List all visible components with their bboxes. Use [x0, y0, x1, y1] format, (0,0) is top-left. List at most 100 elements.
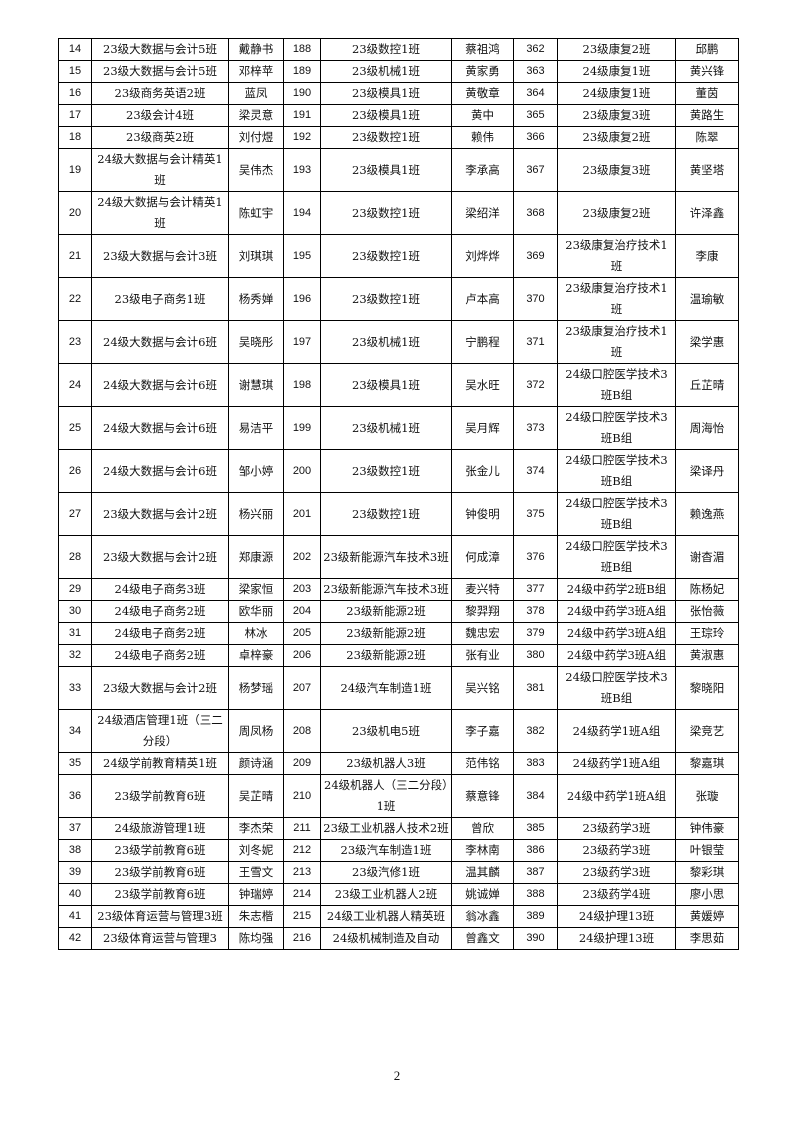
cell-class: 23级康复2班	[557, 191, 676, 235]
cell-name: 梁竞艺	[675, 709, 739, 753]
cell-class: 23级药学4班	[557, 883, 676, 906]
cell-name: 丘芷晴	[675, 363, 739, 407]
cell-class: 24级酒店管理1班（三二分段）	[91, 709, 229, 753]
cell-index: 191	[283, 104, 321, 127]
cell-name: 范伟铭	[451, 752, 514, 775]
cell-class: 24级药学1班A组	[557, 752, 676, 775]
cell-index: 362	[513, 38, 558, 61]
cell-index: 208	[283, 709, 321, 753]
cell-name: 黄敬章	[451, 82, 514, 105]
cell-class: 24级中药学3班A组	[557, 600, 676, 623]
table-row: 25 24级大数据与会计6班 易洁平 199 23级机械1班 吴月辉 373 24级口腔医学技…	[58, 406, 739, 450]
cell-name: 周凤杨	[228, 709, 284, 753]
cell-index: 381	[513, 666, 558, 710]
cell-class: 23级体育运营与管理3	[91, 927, 229, 950]
cell-class: 23级数控1班	[320, 234, 452, 278]
cell-name: 梁绍洋	[451, 191, 514, 235]
cell-name: 吴芷晴	[228, 774, 284, 818]
cell-name: 张金儿	[451, 449, 514, 493]
cell-name: 林冰	[228, 622, 284, 645]
cell-name: 邱鹏	[675, 38, 739, 61]
cell-index: 365	[513, 104, 558, 127]
cell-index: 192	[283, 126, 321, 149]
cell-index: 367	[513, 148, 558, 192]
cell-class: 23级康复治疗技术1班	[557, 234, 676, 278]
cell-class: 23级模具1班	[320, 363, 452, 407]
cell-class: 24级药学1班A组	[557, 709, 676, 753]
cell-class: 23级新能源汽车技术3班	[320, 535, 452, 579]
cell-class: 23级康复3班	[557, 104, 676, 127]
cell-class: 24级口腔医学技术3班B组	[557, 535, 676, 579]
cell-name: 何成漳	[451, 535, 514, 579]
cell-index: 386	[513, 839, 558, 862]
cell-name: 卓梓豪	[228, 644, 284, 667]
cell-class: 24级电子商务2班	[91, 600, 229, 623]
cell-index: 383	[513, 752, 558, 775]
cell-name: 吴水旺	[451, 363, 514, 407]
cell-class: 24级护理13班	[557, 927, 676, 950]
cell-index: 368	[513, 191, 558, 235]
cell-class: 23级电子商务1班	[91, 277, 229, 321]
cell-name: 黎嘉琪	[675, 752, 739, 775]
cell-index: 34	[58, 709, 92, 753]
cell-name: 麦兴特	[451, 578, 514, 601]
cell-index: 389	[513, 905, 558, 928]
cell-class: 23级大数据与会计3班	[91, 234, 229, 278]
cell-name: 刘冬妮	[228, 839, 284, 862]
cell-name: 戴静书	[228, 38, 284, 61]
cell-class: 23级模具1班	[320, 148, 452, 192]
cell-name: 黄中	[451, 104, 514, 127]
cell-index: 16	[58, 82, 92, 105]
cell-name: 钟瑞婷	[228, 883, 284, 906]
cell-index: 209	[283, 752, 321, 775]
cell-index: 388	[513, 883, 558, 906]
cell-class: 23级药学3班	[557, 839, 676, 862]
cell-class: 24级汽车制造1班	[320, 666, 452, 710]
cell-index: 22	[58, 277, 92, 321]
cell-class: 23级机器人3班	[320, 752, 452, 775]
cell-index: 29	[58, 578, 92, 601]
table-row: 38 23级学前教育6班 刘冬妮 212 23级汽车制造1班 李林南 386 23级药学3班叶…	[58, 839, 739, 862]
cell-index: 14	[58, 38, 92, 61]
cell-index: 373	[513, 406, 558, 450]
cell-index: 41	[58, 905, 92, 928]
cell-class: 23级机械1班	[320, 60, 452, 83]
table-row: 21 23级大数据与会计3班 刘琪琪 195 23级数控1班 刘烨烨 369 23级康复治疗技…	[58, 234, 739, 278]
table-row: 35 24级学前教育精英1班 颜诗涵 209 23级机器人3班 范伟铭 383 24级药学1班…	[58, 752, 739, 775]
cell-name: 易洁平	[228, 406, 284, 450]
table-row: 33 23级大数据与会计2班 杨梦瑶 207 24级汽车制造1班 吴兴铭 381 24级口腔医…	[58, 666, 739, 710]
cell-index: 188	[283, 38, 321, 61]
cell-class: 24级护理13班	[557, 905, 676, 928]
cell-class: 23级数控1班	[320, 492, 452, 536]
cell-name: 陈翠	[675, 126, 739, 149]
cell-index: 24	[58, 363, 92, 407]
cell-class: 24级大数据与会计精英1班	[91, 148, 229, 192]
table-row: 42 23级体育运营与管理3 陈均强 216 24级机械制造及自动 曾鑫文 390 24级护理…	[58, 927, 739, 950]
cell-name: 梁学惠	[675, 320, 739, 364]
cell-class: 23级学前教育6班	[91, 861, 229, 884]
cell-index: 196	[283, 277, 321, 321]
cell-index: 189	[283, 60, 321, 83]
cell-name: 赖逸燕	[675, 492, 739, 536]
cell-name: 刘烨烨	[451, 234, 514, 278]
cell-class: 23级模具1班	[320, 82, 452, 105]
cell-class: 24级大数据与会计6班	[91, 449, 229, 493]
cell-class: 23级大数据与会计2班	[91, 666, 229, 710]
cell-index: 204	[283, 600, 321, 623]
cell-class: 23级机电5班	[320, 709, 452, 753]
cell-name: 陈虹宇	[228, 191, 284, 235]
cell-index: 370	[513, 277, 558, 321]
cell-name: 温瑜敏	[675, 277, 739, 321]
cell-index: 32	[58, 644, 92, 667]
cell-index: 378	[513, 600, 558, 623]
cell-class: 23级新能源2班	[320, 600, 452, 623]
cell-index: 377	[513, 578, 558, 601]
cell-index: 40	[58, 883, 92, 906]
cell-class: 24级中药学3班A组	[557, 644, 676, 667]
cell-name: 邹小婷	[228, 449, 284, 493]
cell-name: 刘付煜	[228, 126, 284, 149]
cell-index: 23	[58, 320, 92, 364]
cell-index: 17	[58, 104, 92, 127]
cell-class: 23级工业机器人2班	[320, 883, 452, 906]
table-body: 14 23级大数据与会计5班 戴静书 188 23级数控1班 蔡祖鸿 362 23级康复2班邱…	[58, 38, 739, 950]
